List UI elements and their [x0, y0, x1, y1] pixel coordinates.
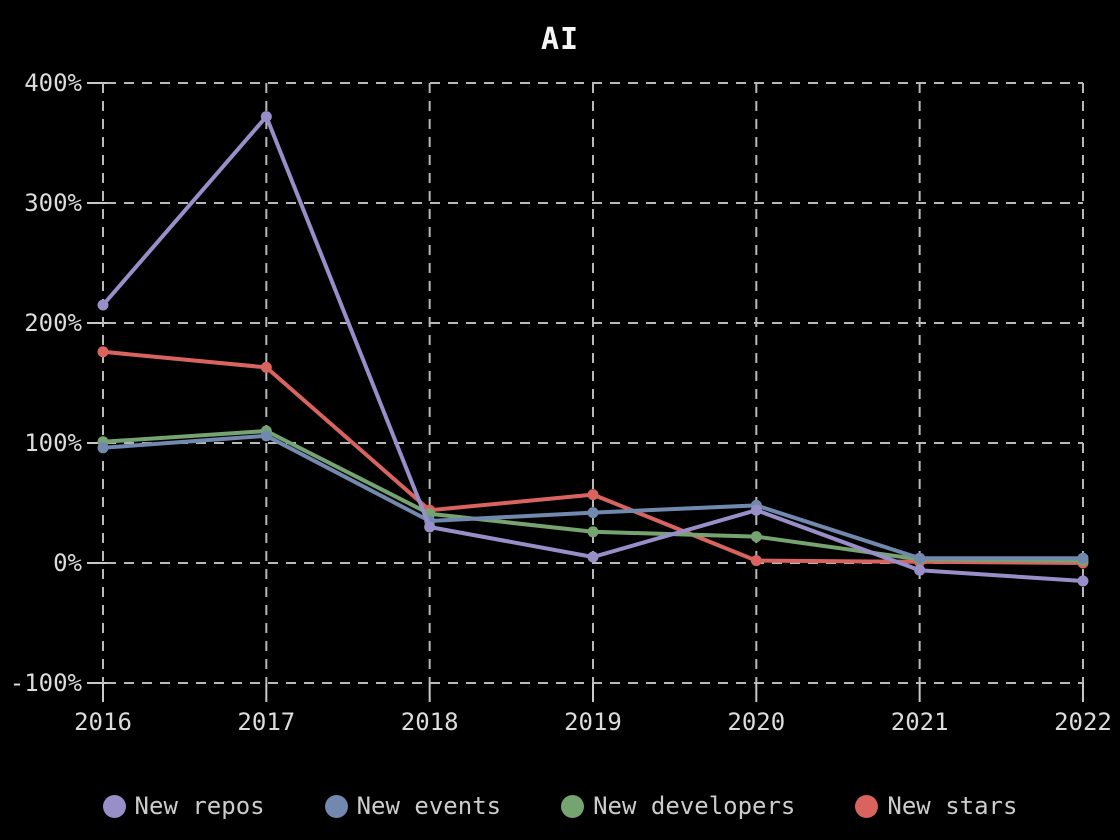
legend-label: New developers — [593, 792, 796, 820]
data-point — [260, 430, 272, 442]
y-axis-label: 100% — [24, 429, 82, 457]
data-point — [587, 489, 599, 501]
chart-title: AI — [540, 22, 580, 57]
data-point — [424, 521, 436, 533]
data-point — [750, 504, 762, 516]
data-point — [97, 346, 109, 358]
data-point — [587, 526, 599, 538]
y-axis-label: 200% — [24, 309, 82, 337]
x-axis-label: 2017 — [237, 708, 295, 736]
data-point — [1077, 552, 1089, 564]
y-axis-label: 300% — [24, 189, 82, 217]
data-point — [97, 299, 109, 311]
x-axis-label: 2018 — [401, 708, 459, 736]
legend-label: New stars — [887, 792, 1018, 820]
x-axis-label: 2019 — [564, 708, 622, 736]
data-point — [750, 531, 762, 543]
data-point — [260, 361, 272, 373]
data-point — [914, 552, 926, 564]
legend-marker-icon — [855, 794, 879, 818]
data-point — [587, 551, 599, 563]
data-point — [750, 555, 762, 567]
legend-label: New events — [356, 792, 502, 820]
data-point — [587, 507, 599, 519]
x-axis-label: 2021 — [891, 708, 949, 736]
legend-label: New repos — [134, 792, 265, 820]
y-axis-label: 400% — [24, 69, 82, 97]
chart-canvas: 400% 300% 200% 100% 0% -100% 2016 2017 2018 2019 2… — [10, 69, 1112, 736]
x-axis-label: 2022 — [1054, 708, 1112, 736]
legend-marker-icon — [561, 794, 585, 818]
legend-item-new-stars: New stars — [855, 788, 1017, 824]
x-axis-label: 2016 — [74, 708, 132, 736]
data-point — [97, 442, 109, 454]
legend-marker-icon — [324, 794, 348, 818]
data-point — [1077, 575, 1089, 587]
legend-item-new-events: New events — [324, 788, 502, 824]
legend-item-new-developers: New developers — [561, 788, 795, 824]
legend-item-new-repos: New repos — [102, 788, 265, 824]
data-point — [914, 564, 926, 576]
data-point — [260, 111, 272, 123]
y-axis-label: 0% — [53, 549, 82, 577]
y-axis-label: -100% — [10, 669, 83, 697]
legend: New repos New events New developers New … — [0, 788, 1120, 824]
legend-marker-icon — [102, 794, 126, 818]
x-axis-label: 2020 — [727, 708, 785, 736]
